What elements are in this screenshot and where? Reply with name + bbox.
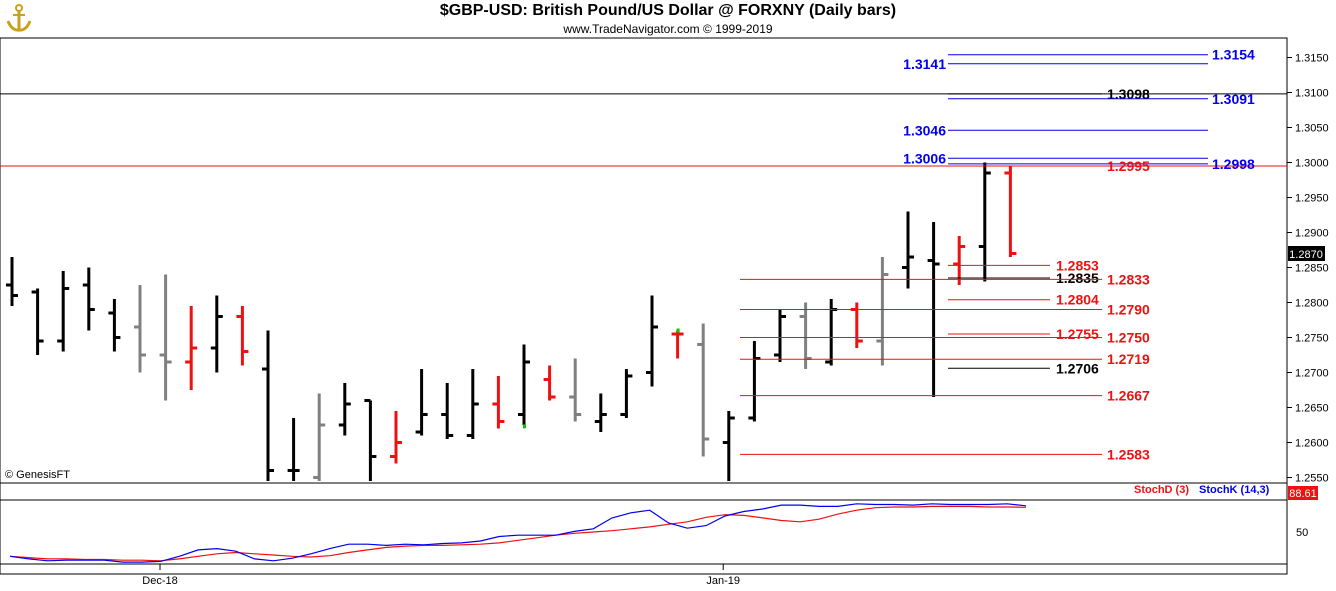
level-label: 1.2583	[1107, 446, 1150, 462]
ohlc-bar	[876, 257, 889, 366]
level-label: 1.2835	[1056, 270, 1099, 286]
level-label: 1.3154	[1212, 47, 1255, 63]
price-panel-frame	[0, 37, 1288, 484]
ohlc-bar	[185, 306, 198, 390]
y-tick-label: 1.2950	[1295, 193, 1329, 205]
stoch-last-label: 88.61	[1289, 488, 1317, 500]
level-label: 1.2790	[1107, 302, 1150, 318]
level-label: 1.2750	[1107, 330, 1150, 346]
level-lines: 1.3154 1.3141 1.3098 1.3091 1.3046 1.3006 1.29…	[740, 47, 1255, 462]
x-tick-label: Jan-19	[706, 575, 740, 587]
chart-subtitle: www.TradeNavigator.com © 1999-2019	[563, 22, 773, 36]
level-label: 1.2667	[1107, 388, 1150, 404]
ohlc-bar	[722, 411, 735, 481]
anchor-logo-icon	[6, 4, 32, 32]
y-tick-label: 1.3000	[1295, 158, 1329, 170]
level-label: 1.3141	[903, 56, 946, 72]
ohlc-bar	[492, 376, 505, 429]
level-label: 1.2853	[1056, 257, 1099, 273]
ohlc-bar	[466, 369, 479, 439]
ohlc-bar	[748, 341, 761, 422]
last-price-box	[1288, 246, 1325, 261]
y-tick-label: 1.2650	[1295, 403, 1329, 415]
ohlc-bar	[236, 306, 249, 366]
watermark: © GenesisFT	[5, 469, 70, 481]
stochastic-lines	[9, 503, 1027, 563]
level-label: 1.2719	[1107, 351, 1150, 367]
ohlc-bar	[108, 299, 121, 352]
x-tick-label: Dec-18	[142, 575, 177, 587]
signal-mark	[676, 328, 680, 333]
ohlc-bar	[159, 274, 172, 401]
y-tick-label: 1.2900	[1295, 228, 1329, 240]
stoch-tick-50: 50	[1296, 527, 1308, 539]
level-label: 1.2998	[1212, 156, 1255, 172]
chart-title: $GBP-USD: British Pound/US Dollar @ FORX…	[439, 2, 897, 19]
ohlc-bar	[262, 330, 274, 481]
legend-stochk: StochK (14,3)	[1199, 484, 1270, 496]
ohlc-bar	[1004, 166, 1017, 257]
ohlc-bar	[620, 369, 633, 418]
ohlc-bar	[31, 288, 44, 355]
ohlc-bar	[543, 365, 556, 401]
ohlc-bar	[799, 302, 812, 369]
y-tick-label: 1.2800	[1295, 298, 1329, 310]
signal-mark	[523, 424, 526, 429]
level-label: 1.3046	[903, 122, 946, 138]
y-tick-label: 1.2750	[1295, 333, 1329, 345]
ohlc-bar	[697, 323, 710, 457]
ohlc-bar	[671, 330, 684, 359]
level-label: 1.3091	[1212, 91, 1255, 107]
ohlc-bar	[82, 267, 95, 331]
price-axis: 1.2550 1.2600 1.2650 1.2700 1.2750 1.2800 1.28…	[1287, 53, 1329, 485]
stoch-series-line	[9, 505, 1027, 562]
stoch-series-line	[9, 503, 1027, 563]
level-label: 1.3006	[903, 150, 946, 166]
stoch-last-box	[1288, 486, 1318, 500]
date-axis: Dec-18 Jan-19	[142, 564, 740, 587]
y-tick-label: 1.3150	[1295, 53, 1329, 65]
y-tick-label: 1.2700	[1295, 368, 1329, 380]
ohlc-bar	[569, 358, 582, 422]
ohlc-bar	[646, 295, 658, 387]
ohlc-bar	[518, 344, 530, 425]
level-label: 1.2706	[1056, 360, 1099, 376]
ohlc-bar	[953, 236, 966, 285]
last-price-label: 1.2870	[1289, 249, 1323, 261]
ohlc-bar	[978, 162, 991, 282]
ohlc-bar	[441, 383, 454, 439]
y-tick-label: 1.2550	[1295, 473, 1329, 485]
ohlc-bar	[594, 393, 607, 432]
level-label: 1.3098	[1107, 86, 1150, 102]
ohlc-bar	[57, 271, 70, 352]
ohlc-bar	[390, 411, 402, 464]
level-label: 1.2833	[1107, 271, 1150, 287]
y-tick-label: 1.2850	[1295, 263, 1329, 275]
level-label: 1.2755	[1056, 326, 1099, 342]
ohlc-bars	[6, 162, 1017, 481]
ohlc-bar	[313, 393, 326, 481]
y-tick-label: 1.3100	[1295, 88, 1329, 100]
ohlc-bar	[287, 418, 300, 481]
stoch-panel-frame	[0, 482, 1288, 575]
y-tick-label: 1.3050	[1295, 123, 1329, 135]
ohlc-bar	[364, 399, 377, 481]
ohlc-bar	[210, 295, 223, 373]
level-label: 1.2804	[1056, 292, 1099, 308]
ohlc-bar	[134, 285, 146, 373]
ohlc-bar	[415, 369, 428, 436]
ohlc-bar	[338, 383, 351, 436]
ohlc-bar	[902, 211, 914, 289]
legend-stochd: StochD (3)	[1134, 484, 1189, 496]
level-label: 1.2995	[1107, 158, 1150, 174]
y-tick-label: 1.2600	[1295, 438, 1329, 450]
ohlc-bar	[6, 257, 18, 306]
ohlc-bar	[774, 309, 786, 362]
